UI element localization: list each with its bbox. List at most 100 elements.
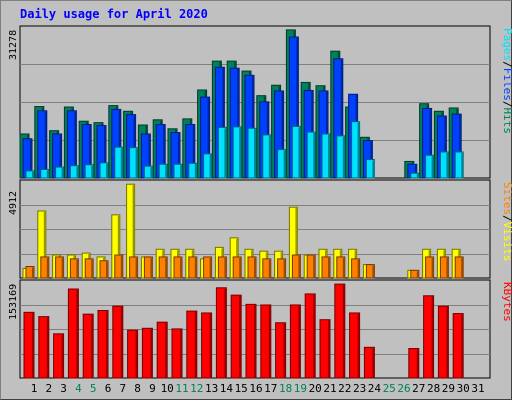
bar-pages-day-18 (277, 149, 287, 179)
bar-sites-day-27 (410, 269, 420, 279)
bar-pages-day-5 (84, 164, 94, 179)
bar-sites-day-21 (321, 256, 331, 279)
bar-pages-day-24 (365, 159, 375, 179)
x-tick-label-day-11: 11 (175, 382, 188, 395)
bar-sites-day-6 (99, 260, 109, 279)
bar-kbytes-day-27 (408, 348, 420, 379)
x-tick-label-day-22: 22 (338, 382, 351, 395)
x-tick-label-day-26: 26 (397, 382, 410, 395)
bar-kbytes-day-23 (349, 312, 361, 379)
bar-pages-day-23 (351, 121, 361, 179)
x-tick-label-day-3: 3 (60, 382, 67, 395)
bar-sites-day-15 (232, 256, 242, 279)
bar-kbytes-day-10 (156, 321, 168, 379)
bar-kbytes-day-1 (23, 311, 35, 379)
x-tick-label-day-17: 17 (264, 382, 277, 395)
bar-pages-day-8 (129, 147, 139, 179)
x-tick-label-day-31: 31 (471, 382, 484, 395)
chart-title: Daily usage for April 2020 (20, 7, 208, 21)
x-tick-label-day-25: 25 (383, 382, 396, 395)
bar-kbytes-day-13 (201, 312, 213, 379)
x-tick-label-day-20: 20 (309, 382, 322, 395)
bar-sites-day-9 (143, 256, 153, 279)
bar-kbytes-day-5 (82, 313, 94, 379)
x-tick-label-day-13: 13 (205, 382, 218, 395)
bar-pages-day-16 (247, 127, 257, 179)
x-tick-label-day-2: 2 (45, 382, 52, 395)
bar-kbytes-day-30 (452, 313, 464, 379)
legend-item-kbytes-0: KBytes (501, 282, 512, 322)
bar-sites-day-14 (217, 256, 227, 279)
bar-sites-day-12 (188, 256, 198, 279)
bar-pages-day-4 (69, 165, 79, 179)
legend-kbytes: KBytes (501, 282, 512, 322)
legend-hits-files-pages: Pages/Files/Hits (501, 28, 512, 134)
bar-sites-day-16 (247, 256, 257, 279)
bar-kbytes-day-2 (38, 316, 50, 379)
x-tick-label-day-12: 12 (190, 382, 203, 395)
bar-pages-day-7 (114, 146, 124, 179)
bar-sites-day-17 (262, 258, 272, 279)
bar-pages-day-2 (40, 168, 50, 179)
bar-pages-day-15 (232, 126, 242, 179)
bar-kbytes-day-28 (423, 295, 435, 379)
x-tick-label-day-16: 16 (249, 382, 262, 395)
bar-kbytes-day-14 (215, 287, 227, 379)
x-tick-label-day-9: 9 (149, 382, 156, 395)
x-tick-label-day-30: 30 (457, 382, 470, 395)
bar-pages-day-10 (158, 163, 168, 179)
bar-kbytes-day-8 (127, 329, 139, 379)
bar-sites-day-5 (84, 258, 94, 279)
bar-kbytes-day-19 (289, 304, 301, 379)
bar-kbytes-day-17 (260, 304, 272, 379)
bar-pages-day-20 (306, 131, 316, 179)
bar-pages-day-1 (25, 170, 35, 179)
bar-files-day-2 (37, 110, 48, 179)
x-tick-label-day-23: 23 (353, 382, 366, 395)
bar-sites-day-3 (55, 256, 65, 279)
bar-pages-day-9 (143, 165, 153, 179)
x-tick-label-day-28: 28 (427, 382, 440, 395)
bar-kbytes-day-3 (53, 333, 65, 379)
bar-pages-day-14 (217, 126, 227, 179)
bar-kbytes-day-29 (437, 305, 449, 379)
bar-kbytes-day-21 (319, 319, 331, 379)
bar-sites-day-2 (40, 256, 50, 279)
bar-kbytes-day-9 (141, 327, 153, 379)
axis-max-label-kbytes: 153169 (8, 284, 19, 320)
x-tick-label-day-14: 14 (220, 382, 234, 395)
bar-pages-day-12 (188, 162, 198, 179)
bar-kbytes-day-16 (245, 303, 257, 379)
bar-sites-day-30 (454, 256, 464, 279)
x-tick-label-day-5: 5 (90, 382, 97, 395)
bar-pages-day-11 (173, 163, 183, 179)
bar-sites-day-24 (365, 264, 375, 279)
bar-kbytes-day-11 (171, 328, 183, 379)
axis-max-label-visits-sites: 4912 (8, 191, 19, 215)
bar-pages-day-3 (55, 166, 65, 179)
bar-sites-day-7 (114, 254, 124, 279)
bar-sites-day-4 (69, 258, 79, 279)
x-tick-label-day-19: 19 (294, 382, 307, 395)
bar-sites-day-28 (425, 256, 435, 279)
bar-pages-day-27 (410, 172, 420, 179)
bar-pages-day-21 (321, 133, 331, 179)
legend-visits-sites: Sites/Visits (501, 182, 512, 262)
legend-item-hits-files-pages-2: Files (501, 68, 512, 101)
bar-sites-day-29 (439, 256, 449, 279)
bar-pages-day-28 (425, 154, 435, 179)
x-tick-label-day-18: 18 (279, 382, 292, 395)
x-tick-label-day-27: 27 (412, 382, 425, 395)
x-tick-label-day-24: 24 (368, 382, 382, 395)
bar-kbytes-day-22 (334, 283, 346, 379)
bar-pages-day-13 (203, 153, 213, 179)
bar-pages-day-29 (439, 151, 449, 179)
x-tick-label-day-6: 6 (105, 382, 112, 395)
bar-sites-day-22 (336, 256, 346, 279)
legend-item-hits-files-pages-0: Pages (501, 28, 512, 61)
x-tick-label-day-10: 10 (161, 382, 174, 395)
bar-kbytes-day-24 (363, 346, 375, 379)
legend-item-visits-sites-2: Visits (501, 222, 512, 262)
x-tick-label-day-1: 1 (31, 382, 38, 395)
